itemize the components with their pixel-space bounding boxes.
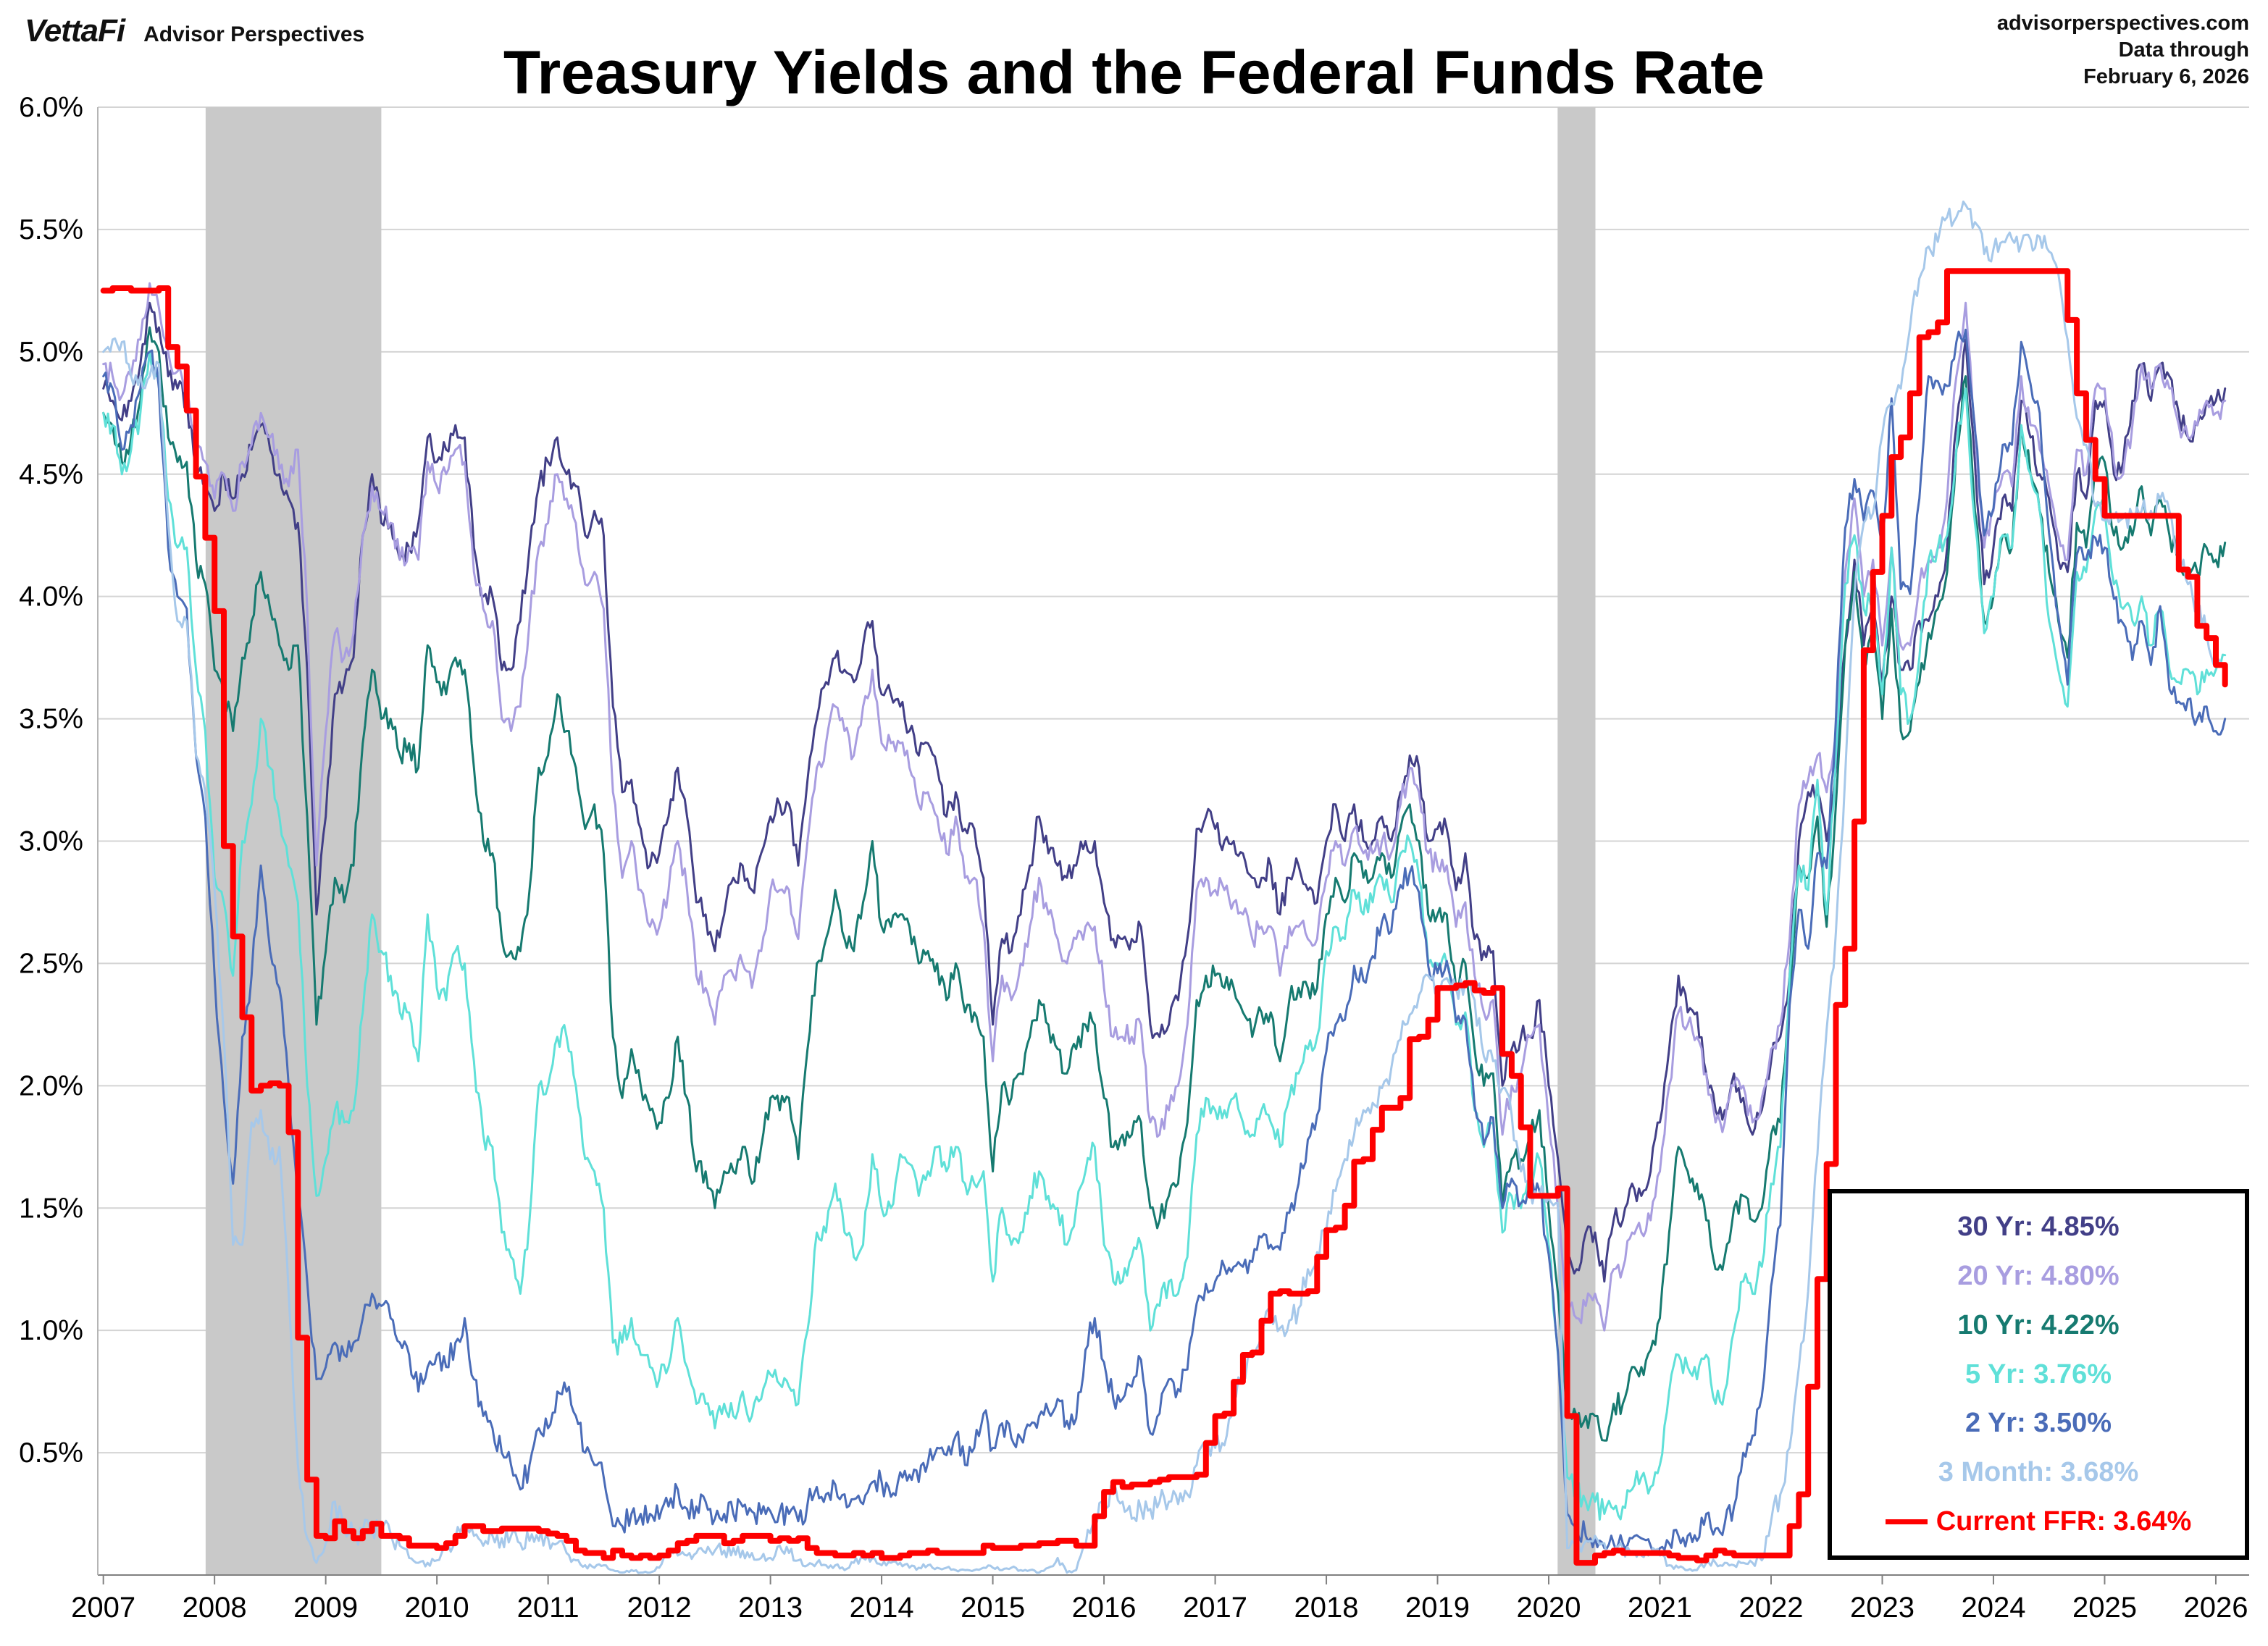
x-tick-label: 2026 [2183, 1592, 2248, 1624]
series-30-yr-line [102, 301, 2227, 1283]
series-3-month-line [102, 200, 2227, 1574]
x-tick-label: 2024 [1961, 1592, 2025, 1624]
recession-band [205, 107, 382, 1575]
x-tick-label: 2022 [1739, 1592, 1804, 1624]
x-tick-label: 2010 [405, 1592, 469, 1624]
x-tick-label: 2008 [183, 1592, 247, 1624]
x-tick-label: 2013 [738, 1592, 803, 1624]
legend-item-ffr: Current FFR: 3.64% [1885, 1506, 2192, 1537]
ffr-line-swatch [1885, 1519, 1928, 1525]
y-tick-label: 4.5% [19, 459, 83, 490]
x-tick-label: 2011 [517, 1592, 579, 1624]
x-tick-label: 2016 [1072, 1592, 1137, 1624]
data-through-label: Data through [2118, 38, 2249, 62]
x-tick-label: 2025 [2072, 1592, 2137, 1624]
x-tick-label: 2023 [1850, 1592, 1915, 1624]
legend-label-3month: 3 Month: 3.68% [1938, 1457, 2139, 1488]
x-tick-label: 2009 [293, 1592, 358, 1624]
x-tick-label: 2020 [1517, 1592, 1581, 1624]
source-site: advisorperspectives.com [1996, 12, 2249, 35]
y-tick-label: 3.0% [19, 826, 83, 857]
header-source-block: advisorperspectives.com Data through Feb… [1997, 10, 2249, 91]
recession-band [1557, 107, 1596, 1575]
y-tick-label: 0.5% [19, 1437, 83, 1469]
vettafi-logo: VettaFi [25, 13, 125, 49]
x-tick-label: 2021 [1628, 1592, 1692, 1624]
y-tick-label: 6.0% [19, 92, 83, 123]
y-tick-label: 2.5% [19, 948, 83, 979]
legend-item-20yr: 20 Yr: 4.80% [1957, 1261, 2119, 1292]
x-tick-label: 2007 [71, 1592, 135, 1624]
legend-label-30yr: 30 Yr: 4.85% [1957, 1211, 2120, 1242]
data-through-date: February 6, 2026 [2083, 65, 2249, 88]
y-tick-label: 5.5% [19, 214, 83, 245]
series-current-ffr-line [100, 268, 2228, 1566]
legend-label-ffr: Current FFR: 3.64% [1936, 1506, 2192, 1537]
x-tick-label: 2017 [1183, 1592, 1247, 1624]
chart-title: Treasury Yields and the Federal Funds Ra… [503, 38, 1765, 106]
logo-subtitle: Advisor Perspectives [143, 22, 365, 46]
y-tick-label: 5.0% [19, 337, 83, 368]
y-tick-label: 4.0% [19, 581, 83, 613]
y-tick-label: 1.0% [19, 1315, 83, 1346]
legend-item-30yr: 30 Yr: 4.85% [1957, 1212, 2119, 1243]
x-tick-label: 2014 [850, 1592, 914, 1624]
legend-item-2yr: 2 Yr: 3.50% [1965, 1408, 2112, 1439]
legend-label-10yr: 10 Yr: 4.22% [1957, 1309, 2120, 1340]
header-left: VettaFi Advisor Perspectives [25, 13, 364, 49]
legend-label-2yr: 2 Yr: 3.50% [1964, 1408, 2112, 1439]
y-tick-label: 2.0% [19, 1070, 83, 1101]
y-tick-label: 1.5% [19, 1193, 83, 1224]
legend-label-20yr: 20 Yr: 4.80% [1957, 1260, 2120, 1291]
logo-v: VettaFi [25, 13, 125, 49]
x-tick-label: 2018 [1294, 1592, 1359, 1624]
x-tick-label: 2019 [1405, 1592, 1470, 1624]
y-tick-label: 3.5% [19, 704, 83, 735]
legend-item-5yr: 5 Yr: 3.76% [1965, 1359, 2112, 1390]
series-2-yr-line [102, 328, 2227, 1554]
x-tick-label: 2012 [627, 1592, 692, 1624]
legend-label-5yr: 5 Yr: 3.76% [1964, 1359, 2112, 1390]
x-tick-label: 2015 [961, 1592, 1025, 1624]
series-20-yr-line [102, 282, 2227, 1332]
legend: 30 Yr: 4.85% 20 Yr: 4.80% 10 Yr: 4.22% 5… [1828, 1189, 2249, 1560]
legend-item-3month: 3 Month: 3.68% [1938, 1457, 2139, 1488]
legend-item-10yr: 10 Yr: 4.22% [1957, 1310, 2119, 1341]
